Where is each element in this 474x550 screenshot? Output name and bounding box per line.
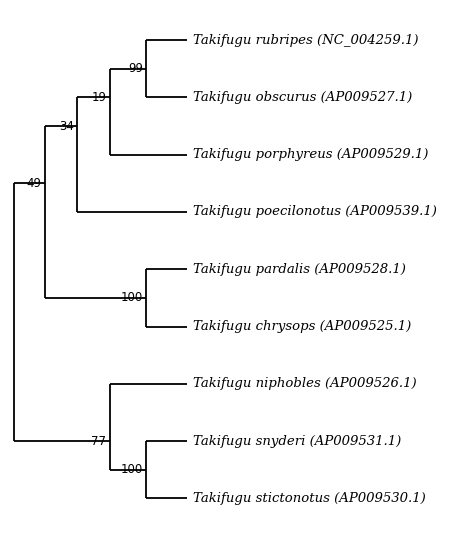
Text: 49: 49 — [27, 177, 41, 190]
Text: Takifugu poecilonotus (AP009539.1): Takifugu poecilonotus (AP009539.1) — [193, 206, 437, 218]
Text: 77: 77 — [91, 434, 106, 448]
Text: 100: 100 — [121, 292, 143, 304]
Text: 99: 99 — [128, 62, 143, 75]
Text: Takifugu stictonotus (AP009530.1): Takifugu stictonotus (AP009530.1) — [193, 492, 426, 505]
Text: Takifugu porphyreus (AP009529.1): Takifugu porphyreus (AP009529.1) — [193, 148, 428, 161]
Text: 34: 34 — [59, 119, 74, 133]
Text: Takifugu rubripes (NC_004259.1): Takifugu rubripes (NC_004259.1) — [193, 34, 419, 47]
Text: 19: 19 — [91, 91, 106, 104]
Text: Takifugu pardalis (AP009528.1): Takifugu pardalis (AP009528.1) — [193, 263, 406, 276]
Text: Takifugu niphobles (AP009526.1): Takifugu niphobles (AP009526.1) — [193, 377, 417, 390]
Text: 100: 100 — [121, 463, 143, 476]
Text: Takifugu snyderi (AP009531.1): Takifugu snyderi (AP009531.1) — [193, 434, 401, 448]
Text: Takifugu obscurus (AP009527.1): Takifugu obscurus (AP009527.1) — [193, 91, 412, 104]
Text: Takifugu chrysops (AP009525.1): Takifugu chrysops (AP009525.1) — [193, 320, 411, 333]
